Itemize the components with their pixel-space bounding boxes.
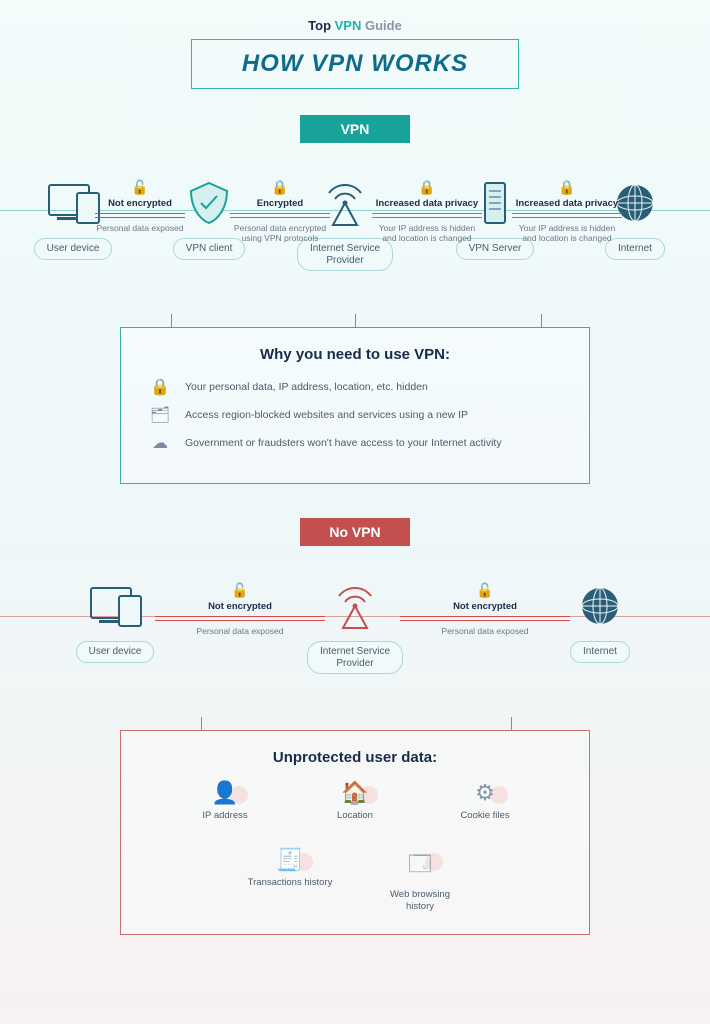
connection: 🔒 Increased data privacy Your IP address i… — [372, 179, 482, 243]
novpn-section-tag: No VPN — [300, 518, 410, 546]
risk-icon: 🧾 — [245, 847, 335, 873]
lock-closed-icon: 🔒 — [512, 179, 622, 196]
benefits-list: 🔒 Your personal data, IP address, locatio… — [149, 377, 561, 453]
risk-item: ⚙ Cookie files — [440, 780, 530, 821]
connector-stub — [511, 717, 512, 731]
node-label: Internet ServiceProvider — [307, 641, 403, 674]
risk-text: IP address — [180, 810, 270, 821]
connection-subtitle: Personal data exposed — [155, 626, 325, 636]
risk-icon: ⚙ — [440, 780, 530, 806]
risk-text: Transactions history — [245, 877, 335, 888]
connection-subtitle: Your IP address is hidden and location i… — [372, 223, 482, 243]
risk-item: 🏠 Location — [310, 780, 400, 821]
benefit-text: Access region-blocked websites and servi… — [185, 409, 468, 421]
connection-subtitle: Your IP address is hidden and location i… — [512, 223, 622, 243]
lock-closed-icon: 🔒 — [372, 179, 482, 196]
risks-list: 👤 IP address 🏠 Location ⚙ Cookie files 🧾 Transa… — [149, 780, 561, 912]
connection: 🔓 Not encrypted Personal data exposed — [155, 582, 325, 636]
risk-text: Location — [310, 810, 400, 821]
risk-icon: 👤 — [180, 780, 270, 806]
risk-item: 🗔 Web browsing history — [375, 847, 465, 912]
risk-icon: 🏠 — [310, 780, 400, 806]
header: Top VPN Guide HOW VPN WORKS — [0, 0, 710, 89]
connection-title: Not encrypted — [453, 601, 517, 612]
brand-part-b: VPN — [335, 18, 365, 33]
connection-title: Not encrypted — [108, 198, 172, 209]
arrow-line — [230, 211, 330, 221]
vpn-section-tag: VPN — [300, 115, 410, 143]
connector-stub — [201, 717, 202, 731]
benefit-text: Government or fraudsters won't have acce… — [185, 437, 502, 449]
node-user: User device — [60, 582, 170, 663]
arrow-line — [155, 614, 325, 624]
vpn-flow: User deviceVPN clientInternet ServicePro… — [0, 179, 710, 309]
lock-closed-icon: 🔒 — [230, 179, 330, 196]
benefit-item: ☁ Government or fraudsters won't have acc… — [149, 433, 561, 453]
connection: 🔓 Not encrypted Personal data exposed — [400, 582, 570, 636]
brand-part-c: Guide — [365, 18, 402, 33]
risk-item: 👤 IP address — [180, 780, 270, 821]
benefits-title: Why you need to use VPN: — [149, 346, 561, 363]
risk-text: Web browsing history — [375, 889, 465, 912]
arrow-line — [372, 211, 482, 221]
benefit-icon: 🔒 — [149, 377, 171, 397]
title-box: HOW VPN WORKS — [191, 39, 519, 89]
page-title: HOW VPN WORKS — [242, 50, 468, 78]
connection-title: Not encrypted — [208, 601, 272, 612]
lock-open-icon: 🔓 — [155, 582, 325, 599]
vpn-benefits-box: Why you need to use VPN: 🔒 Your personal … — [120, 327, 590, 484]
connector-stub — [171, 314, 172, 328]
connector-stub — [355, 314, 356, 328]
risks-title: Unprotected user data: — [149, 749, 561, 766]
connection-subtitle: Personal data exposed — [95, 223, 185, 233]
connection: 🔒 Increased data privacy Your IP address i… — [512, 179, 622, 243]
brand: Top VPN Guide — [0, 18, 710, 33]
lock-open-icon: 🔓 — [400, 582, 570, 599]
benefit-item: 🗂 Access region-blocked websites and serv… — [149, 405, 561, 425]
benefit-text: Your personal data, IP address, location… — [185, 381, 428, 393]
novpn-flow: User device Internet ServiceProvider Inter… — [0, 582, 710, 712]
connector-stub — [541, 314, 542, 328]
user-icon — [60, 582, 170, 635]
connection-title: Encrypted — [257, 198, 303, 209]
benefit-item: 🔒 Your personal data, IP address, locatio… — [149, 377, 561, 397]
connection: 🔓 Not encrypted Personal data exposed — [95, 179, 185, 233]
connection-title: Increased data privacy — [516, 198, 618, 209]
lock-open-icon: 🔓 — [95, 179, 185, 196]
risk-text: Cookie files — [440, 810, 530, 821]
benefit-icon: ☁ — [149, 433, 171, 453]
risk-item: 🧾 Transactions history — [245, 847, 335, 912]
novpn-risks-box: Unprotected user data: 👤 IP address 🏠 Locat… — [120, 730, 590, 935]
arrow-line — [512, 211, 622, 221]
arrow-line — [400, 614, 570, 624]
risk-icon: 🗔 — [375, 847, 465, 885]
benefit-icon: 🗂 — [149, 405, 171, 425]
arrow-line — [95, 211, 185, 221]
connection-subtitle: Personal data exposed — [400, 626, 570, 636]
brand-part-a: Top — [308, 18, 334, 33]
connection-subtitle: Personal data encrypted using VPN protoc… — [230, 223, 330, 243]
connection-title: Increased data privacy — [376, 198, 478, 209]
node-label: User device — [34, 238, 113, 260]
connection: 🔒 Encrypted Personal data encrypted using … — [230, 179, 330, 243]
node-label: User device — [76, 641, 155, 663]
node-label: Internet — [570, 641, 630, 663]
